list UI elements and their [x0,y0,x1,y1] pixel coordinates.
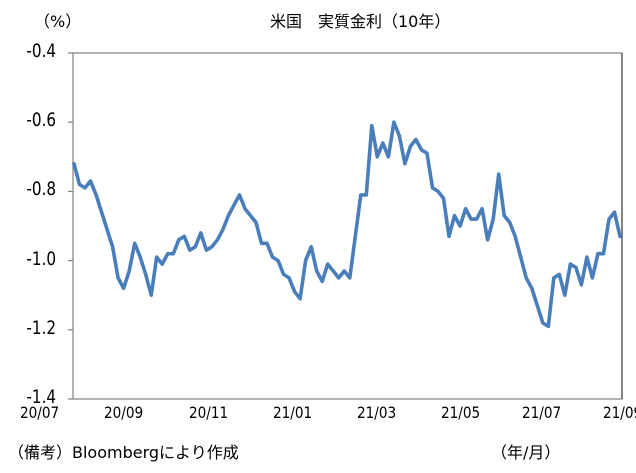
x-tick-label: 20/11 [189,403,229,422]
y-tick-label: -1.2 [26,316,56,339]
plot-area-frame [72,52,623,400]
x-tick-label: 20/09 [104,403,144,422]
y-axis-ticks [68,52,73,400]
x-tick-label: 21/09 [603,403,636,422]
real-rate-line [72,120,622,329]
x-tick-label: 21/03 [357,403,397,422]
y-axis-unit-label: （%） [34,12,82,31]
chart-title: 米国 実質金利（10年） [270,12,451,31]
x-tick-label: 21/05 [441,403,481,422]
x-tick-label: 21/07 [522,403,562,422]
y-tick-label: -0.6 [26,109,56,132]
y-tick-label: -1.0 [26,247,56,270]
x-tick-label: 20/07 [20,403,60,422]
y-tick-label: -0.8 [26,178,56,201]
x-axis-unit-label: （年/月） [491,443,561,462]
source-note: （備考）Bloombergにより作成 [8,443,239,462]
y-tick-label: -0.4 [26,40,56,62]
x-tick-label: 21/01 [273,403,313,422]
y-tick-label: -1.4 [26,386,56,408]
